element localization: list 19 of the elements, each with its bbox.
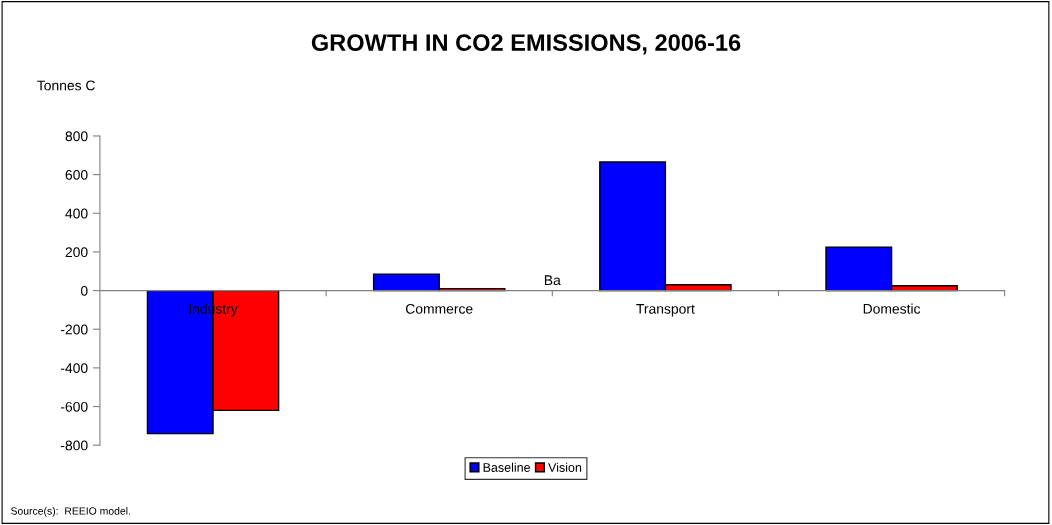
- y-tick-label: 600: [65, 169, 88, 180]
- y-axis-title: Tonnes C: [37, 80, 95, 91]
- annotation: Ba: [544, 275, 561, 286]
- y-tick-label: -200: [60, 324, 88, 335]
- legend-label: Vision: [548, 462, 582, 472]
- y-tick-label: 400: [65, 208, 88, 219]
- x-tick-label: Commerce: [405, 303, 473, 314]
- y-tick-label: 800: [65, 131, 88, 142]
- y-tick-label: 0: [80, 285, 88, 296]
- x-tick-label: Transport: [636, 304, 695, 317]
- y-tick-label: -400: [60, 363, 88, 374]
- x-tick-label: Domestic: [863, 303, 921, 314]
- y-tick-label: -600: [60, 401, 88, 412]
- legend-label: Baseline: [483, 462, 531, 472]
- source-note: Source(s): REEIO model.: [10, 507, 130, 517]
- x-tick-label: Industry: [189, 303, 238, 317]
- chart-title: GROWTH IN CO2 EMISSIONS, 2006-16: [311, 34, 741, 55]
- y-tick-label: -800: [60, 440, 88, 451]
- y-tick-label: 200: [65, 247, 88, 258]
